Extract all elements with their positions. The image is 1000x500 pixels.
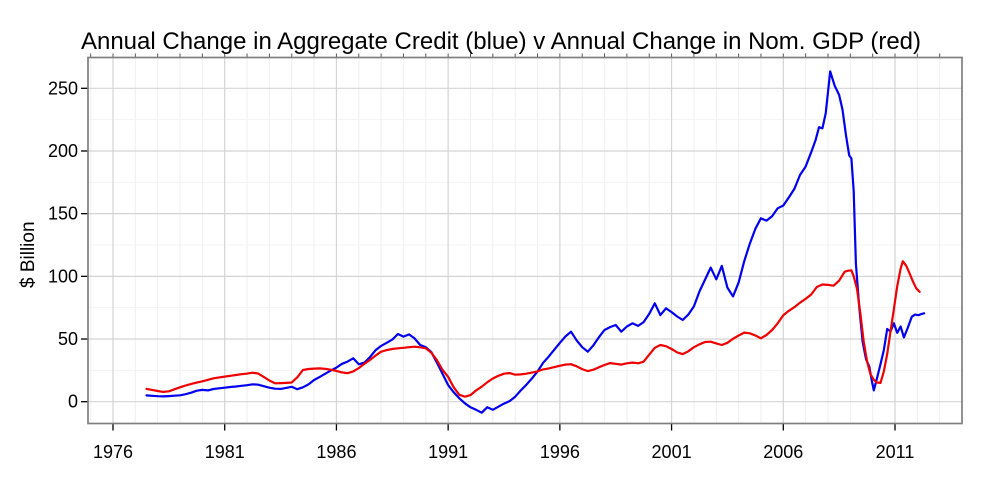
y-axis-tick-label: 50 — [58, 329, 78, 349]
axis-tick-labels: 1976 1981 1986 1991 1996 2001 2006 2011 0 50 100 15… — [48, 78, 914, 462]
gridlines-major — [88, 57, 962, 424]
x-axis-tick-label: 2006 — [763, 442, 803, 462]
x-axis-tick-label: 2001 — [652, 442, 692, 462]
x-axis-tick-label: 1996 — [540, 442, 580, 462]
plot-frame — [87, 56, 963, 425]
x-axis-tick-label: 1976 — [93, 442, 133, 462]
y-axis-tick-label: 150 — [48, 204, 78, 224]
annual-change-in-aggregate-credit-line — [145, 70, 926, 414]
y-axis-tick-label: 250 — [48, 78, 78, 98]
x-axis-tick-label: 1986 — [316, 442, 356, 462]
annual-change-in-nom-gdp-line — [145, 260, 921, 398]
y-axis-tick-label: 0 — [68, 392, 78, 412]
chart-title: Annual Change in Aggregate Credit (blue)… — [81, 28, 921, 55]
x-axis-tick-label: 1981 — [205, 442, 245, 462]
x-axis-tick-label: 1991 — [428, 442, 468, 462]
y-axis-tick-label: 200 — [48, 141, 78, 161]
x-axis-tick-label: 2011 — [876, 442, 915, 462]
series-lines — [145, 70, 926, 414]
y-axis-tick-label: 100 — [48, 266, 78, 286]
y-axis-label: $ Billion — [18, 221, 39, 288]
